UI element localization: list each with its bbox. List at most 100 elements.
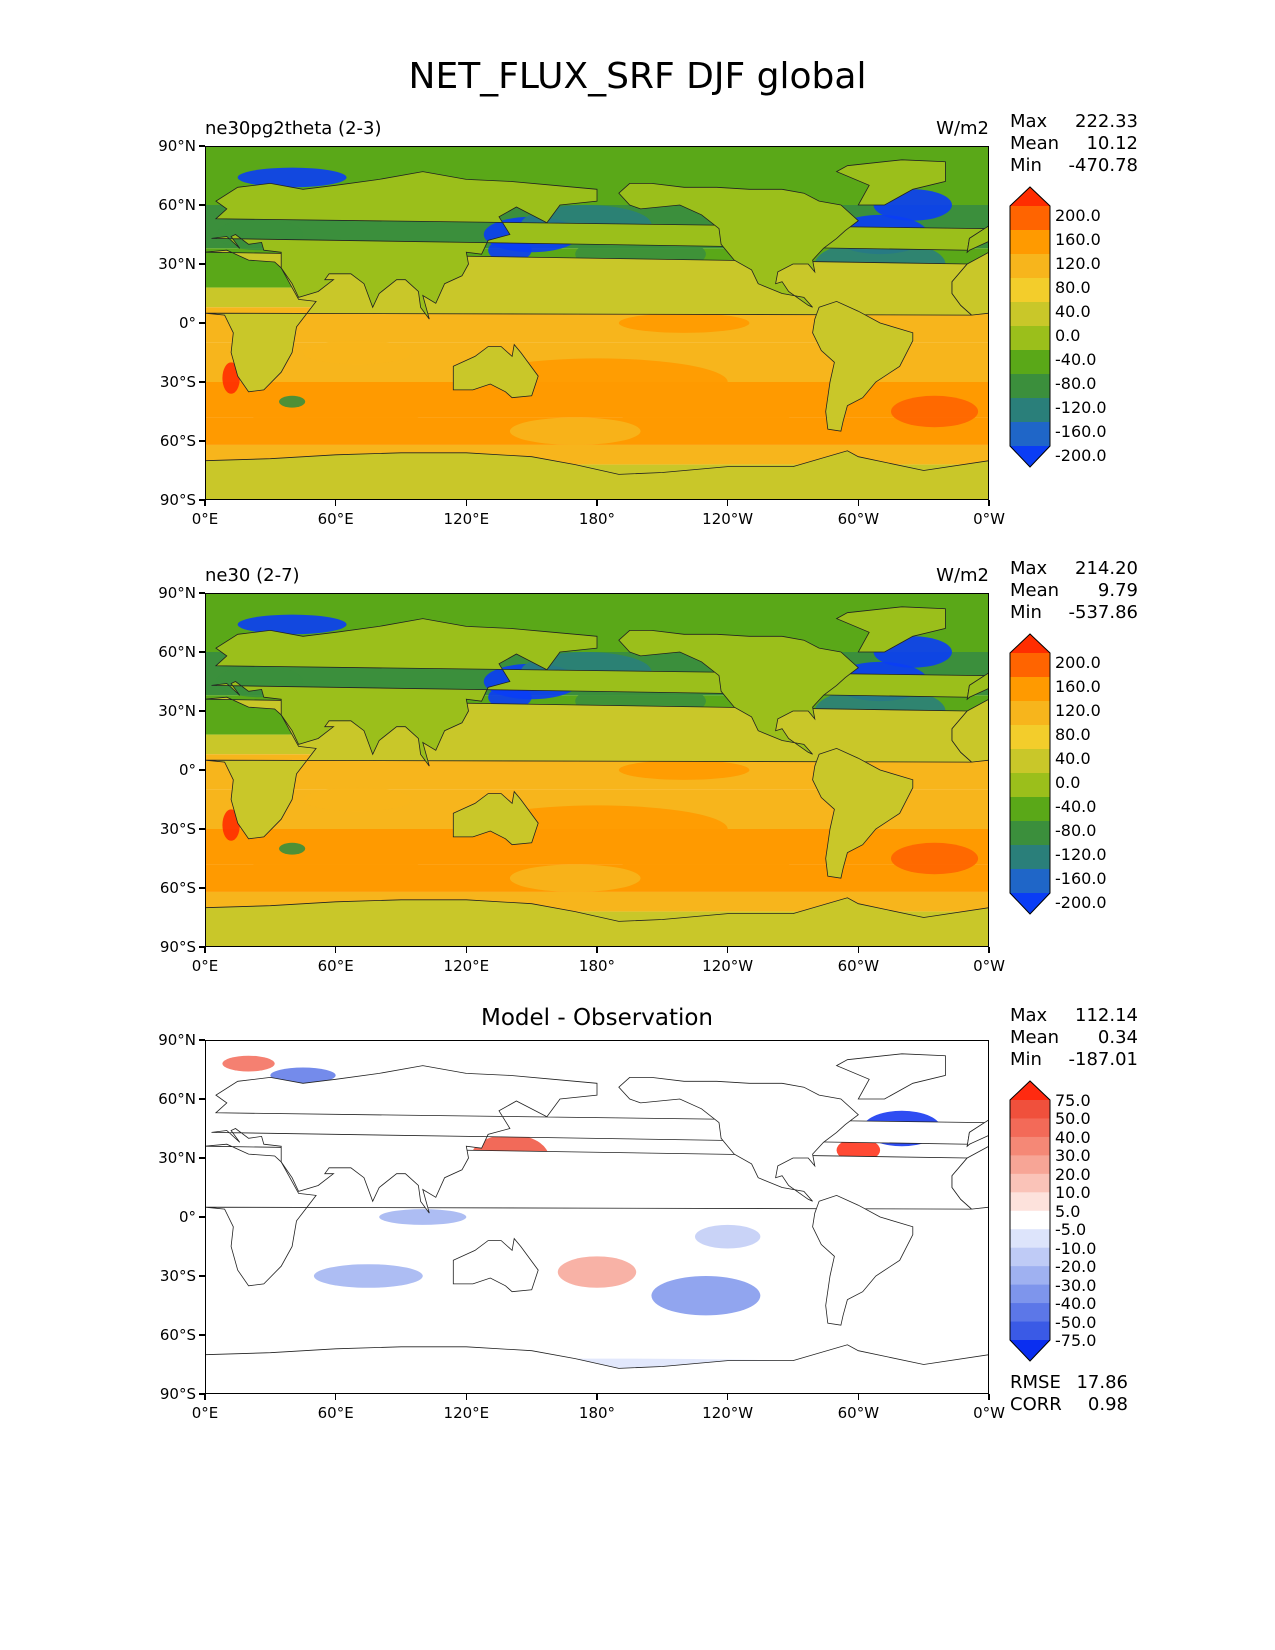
stat-max: Max 112.14: [1010, 1005, 1138, 1027]
colorbar-cell: [1010, 1303, 1050, 1323]
main-title: NET_FLUX_SRF DJF global: [408, 56, 867, 97]
colorbar-cell: [1010, 206, 1050, 231]
colorbar-extend-top: [1010, 187, 1050, 206]
y-tick: [199, 1039, 205, 1041]
colorbar-label: 20.0: [1055, 1164, 1091, 1184]
x-tick: [204, 947, 206, 953]
coastline-australia: [452, 1237, 539, 1293]
coastline-eurasia-wrap: [966, 1119, 989, 1148]
y-tick-label: 30°N: [158, 702, 196, 720]
x-tick: [596, 1394, 598, 1400]
colorbar-label: -10.0: [1055, 1238, 1097, 1258]
colorbar-label: -5.0: [1055, 1220, 1087, 1240]
y-tick: [199, 381, 205, 383]
colorbar-cell: [1010, 278, 1050, 303]
stat-min: Min -470.78: [1010, 155, 1138, 177]
y-tick: [199, 1275, 205, 1277]
stat-rmse: RMSE 17.86: [1010, 1372, 1128, 1394]
colorbar-cell: [1010, 422, 1050, 447]
x-tick-label: 120°E: [443, 1404, 490, 1422]
x-tick-label: 180°: [578, 957, 616, 975]
y-tick-label: 30°S: [159, 373, 196, 391]
field-blob: [891, 395, 979, 428]
field-blob: [557, 1256, 637, 1288]
field-blob: [248, 840, 423, 877]
y-tick: [199, 1216, 205, 1218]
colorbar: [1009, 633, 1051, 919]
unit-label: W/m2: [936, 118, 989, 139]
colorbar-label: 160.0: [1055, 230, 1101, 249]
coastline-samerica: [812, 300, 914, 432]
colorbar-cell: [1010, 1266, 1050, 1286]
colorbar-label: 40.0: [1055, 1127, 1091, 1147]
stat-value: 10.12: [1086, 133, 1138, 154]
stat-label: RMSE: [1010, 1372, 1061, 1393]
map-field: [205, 593, 989, 947]
colorbar-cell: [1010, 1136, 1050, 1156]
stat-value: 112.14: [1075, 1005, 1138, 1026]
y-tick: [199, 145, 205, 147]
field-blob: [651, 1276, 761, 1316]
colorbar-cell: [1010, 302, 1050, 327]
panel-title: ne30pg2theta (2-3): [205, 118, 382, 139]
coastline-africa-wrap: [951, 698, 989, 763]
x-tick-label: 60°W: [837, 1404, 880, 1422]
coastline-samerica: [812, 1194, 914, 1326]
colorbar-cell: [1010, 1192, 1050, 1212]
stat-label: Min: [1010, 1049, 1042, 1070]
colorbar-label: 80.0: [1055, 278, 1091, 297]
y-tick: [199, 769, 205, 771]
field-blob: [618, 838, 793, 879]
coastline-antarctica: [205, 897, 989, 947]
x-tick: [596, 947, 598, 953]
y-tick: [199, 322, 205, 324]
colorbar-label: 120.0: [1055, 701, 1101, 720]
x-tick-label: 120°W: [702, 1404, 754, 1422]
field-blob: [488, 238, 532, 263]
colorbar-cell: [1010, 374, 1050, 399]
stats-block: Max 112.14 Mean 0.34 Min -187.01: [1010, 1005, 1138, 1071]
x-tick-label: 0°W: [973, 510, 1005, 528]
field-blob: [237, 167, 347, 188]
colorbar-label: 40.0: [1055, 302, 1091, 321]
y-tick: [199, 887, 205, 889]
colorbar-cell: [1010, 677, 1050, 702]
field-blob: [695, 1224, 761, 1249]
y-tick-label: 90°S: [159, 1385, 196, 1403]
x-tick-label: 60°W: [837, 510, 880, 528]
colorbar-label: 0.0: [1055, 326, 1081, 345]
colorbar-label: 40.0: [1055, 749, 1091, 768]
colorbar-label: 160.0: [1055, 677, 1101, 696]
field-blob: [222, 809, 240, 841]
coastline-namerica: [618, 630, 859, 755]
colorbar-outline: [1009, 1080, 1051, 1362]
colorbar-label: 50.0: [1055, 1109, 1091, 1129]
field-blob: [222, 362, 240, 394]
x-tick-label: 120°W: [702, 957, 754, 975]
y-tick-label: 90°N: [158, 1031, 196, 1049]
x-tick: [988, 1394, 990, 1400]
field-blob: [509, 417, 641, 445]
colorbar-outline: [1009, 186, 1051, 468]
x-tick: [988, 947, 990, 953]
unit-label: W/m2: [936, 565, 989, 586]
coastline-australia: [452, 343, 539, 399]
colorbar-label: -160.0: [1055, 422, 1107, 441]
coastline-eurasia: [211, 1065, 986, 1214]
y-tick: [199, 1393, 205, 1395]
colorbar-extend-bottom: [1010, 893, 1050, 914]
y-tick: [199, 440, 205, 442]
map-panel: [205, 593, 989, 947]
colorbar-cell: [1010, 398, 1050, 423]
y-tick-label: 0°: [178, 761, 196, 779]
stat-value: 0.98: [1087, 1394, 1128, 1415]
y-tick: [199, 710, 205, 712]
coastline-antarctica: [205, 1344, 989, 1394]
colorbar-cell: [1010, 725, 1050, 750]
panel-title: ne30 (2-7): [205, 565, 300, 586]
map-field: [205, 146, 989, 500]
y-tick: [199, 1098, 205, 1100]
x-tick: [988, 500, 990, 506]
colorbar-label: -80.0: [1055, 821, 1097, 840]
colorbar-label: -160.0: [1055, 869, 1107, 888]
